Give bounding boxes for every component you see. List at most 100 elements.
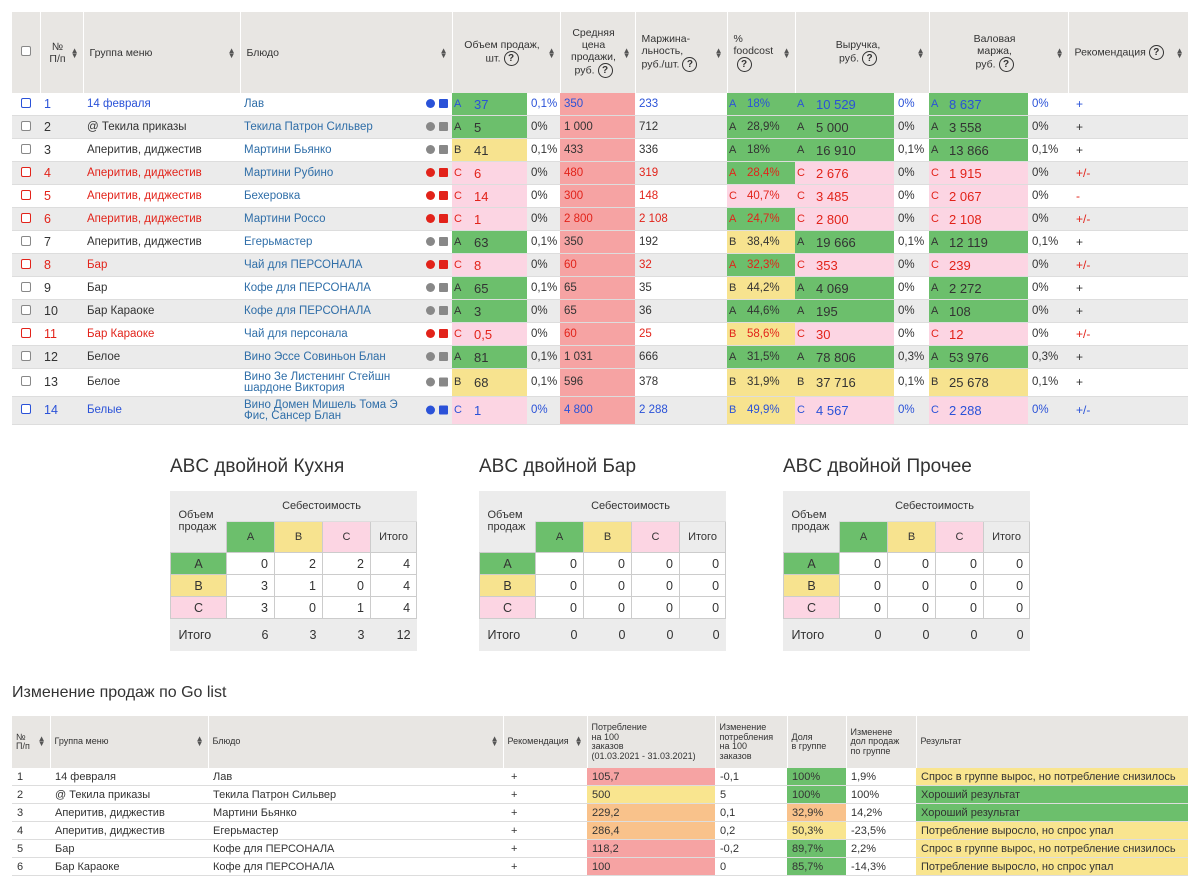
info-icon[interactable] — [426, 377, 435, 387]
chart-icon[interactable] — [439, 168, 448, 178]
column-header[interactable]: № П/п ▲ ▼ — [40, 12, 84, 93]
dish-name[interactable]: Кофе для ПЕРСОНАЛА — [244, 305, 371, 317]
checkbox[interactable] — [21, 235, 31, 246]
checkbox[interactable] — [21, 350, 31, 361]
chart-icon[interactable] — [439, 122, 448, 132]
grade: C — [929, 207, 946, 231]
info-icon[interactable] — [426, 122, 435, 132]
recommendation: + — [1068, 138, 1189, 162]
chart-icon[interactable] — [439, 283, 448, 293]
dish-name[interactable]: Мартини Бьянко — [244, 144, 332, 156]
go-cell: Мартини Бьянко — [208, 803, 503, 822]
dish-name[interactable]: Вино Эссе Совиньон Блан — [244, 351, 386, 363]
chart-icon[interactable] — [439, 237, 448, 247]
info-icon[interactable] — [426, 168, 435, 178]
matrix-header-row: Объем продаж Себестоимость — [171, 491, 417, 533]
dish-name[interactable]: Чай для персонала — [244, 328, 348, 340]
chart-icon[interactable] — [439, 191, 448, 201]
column-header[interactable]: Маржина- льность, руб./шт.? ▲ ▼ — [635, 12, 728, 93]
dish-name[interactable]: Мартини Рубино — [244, 167, 334, 179]
column-header[interactable]: Блюдо ▲ ▼ — [240, 12, 453, 93]
dish-name[interactable]: Егерьмастер — [244, 236, 313, 248]
info-icon[interactable] — [426, 405, 435, 415]
chart-icon[interactable] — [439, 260, 448, 270]
recommendation: - — [1068, 184, 1189, 208]
avg-price: 4 800 — [560, 396, 635, 425]
avg-price: 350 — [560, 93, 635, 116]
checkbox[interactable] — [20, 46, 31, 56]
dish-name[interactable]: Бехеровка — [244, 190, 301, 202]
chart-icon[interactable] — [439, 145, 448, 155]
revenue-share: 0% — [894, 276, 930, 300]
chart-icon[interactable] — [439, 214, 448, 224]
checkbox[interactable] — [21, 166, 31, 177]
column-header[interactable]: Рекомендация ▲ ▼ — [503, 716, 588, 768]
go-cell: 1 — [12, 768, 50, 786]
column-header[interactable]: % foodcost? ▲ ▼ — [727, 12, 796, 93]
info-icon[interactable] — [426, 283, 435, 293]
info-icon[interactable] — [426, 306, 435, 316]
info-icon[interactable] — [426, 260, 435, 270]
sort-icon: ▲ ▼ — [622, 46, 631, 60]
checkbox[interactable] — [21, 327, 31, 338]
checkbox[interactable] — [21, 212, 31, 223]
col-label: Итого — [678, 521, 727, 553]
checkbox[interactable] — [21, 189, 31, 200]
column-header[interactable]: Средняя цена продажи, руб.? ▲ ▼ — [560, 12, 636, 93]
row-number: 12 — [40, 345, 83, 369]
recommendation: +/- — [1068, 396, 1189, 425]
checkbox[interactable] — [21, 143, 31, 154]
checkbox[interactable] — [21, 376, 31, 386]
margin: 2 288 — [635, 396, 727, 425]
chart-icon[interactable] — [439, 405, 448, 415]
column-header[interactable]: № П/п ▲ ▼ — [12, 716, 51, 768]
dish-name[interactable]: Вино Зе Листенинг Стейшн шардоне Виктори… — [244, 370, 391, 394]
info-icon[interactable] — [426, 237, 435, 247]
recommendation: + — [1068, 276, 1189, 300]
column-header[interactable]: Потребление на 100 заказов (01.03.2021 -… — [587, 716, 716, 768]
checkbox[interactable] — [21, 97, 31, 108]
info-icon[interactable] — [426, 191, 435, 201]
column-header[interactable]: Валовая маржа, руб.? ▲ ▼ — [929, 12, 1069, 93]
dish-name[interactable]: Кофе для ПЕРСОНАЛА — [244, 282, 371, 294]
data-row: 5 Бар Кофе для ПЕРСОНАЛА +118,2 -0,2 89,7% 2,2… — [12, 839, 1188, 858]
sales-volume: 63 — [470, 230, 527, 254]
chart-icon[interactable] — [439, 377, 448, 387]
chart-icon[interactable] — [439, 306, 448, 316]
grade: A — [452, 115, 470, 139]
dish-name[interactable]: Вино Домен Мишель Тома Э Фис, Сансер Бла… — [244, 398, 398, 422]
checkbox[interactable] — [21, 404, 31, 414]
info-icon[interactable] — [426, 352, 435, 362]
column-header[interactable]: Рекомендация? ▲ ▼ — [1068, 12, 1189, 93]
header-text: Рекомендация — [507, 736, 569, 747]
checkbox[interactable] — [21, 120, 31, 131]
column-header[interactable]: Выручка, руб.? ▲ ▼ — [795, 12, 930, 93]
data-row: 7 Аперитив, диджестив Егерьмастер A 63 0,1% 35… — [12, 230, 1189, 254]
column-header[interactable]: Изменение потребления на 100 заказов — [715, 716, 788, 768]
info-icon[interactable] — [426, 329, 435, 339]
gross-margin: 8 637 — [945, 93, 1029, 116]
dish-name[interactable]: Текила Патрон Сильвер — [244, 121, 373, 133]
checkbox[interactable] — [21, 258, 31, 269]
checkbox[interactable] — [21, 281, 31, 292]
checkbox[interactable] — [21, 304, 31, 315]
avg-price: 480 — [560, 161, 635, 185]
column-header[interactable]: Изменене дол продаж по группе — [846, 716, 917, 768]
info-icon[interactable] — [426, 214, 435, 224]
info-icon[interactable] — [426, 145, 435, 155]
column-header[interactable]: Результат — [916, 716, 1189, 768]
menu-group: Бар Караоке — [83, 299, 240, 323]
dish-name[interactable]: Мартини Россо — [244, 213, 326, 225]
column-header[interactable]: Доля в группе — [787, 716, 847, 768]
chart-icon[interactable] — [439, 329, 448, 339]
info-icon[interactable] — [426, 99, 435, 109]
dish-name[interactable]: Чай для ПЕРСОНАЛА — [244, 259, 363, 271]
column-header[interactable]: Группа меню ▲ ▼ — [50, 716, 209, 768]
column-header[interactable]: Объем продаж, шт.? ▲ ▼ — [452, 12, 561, 93]
chart-icon[interactable] — [439, 99, 448, 109]
column-header[interactable]: Блюдо ▲ ▼ — [208, 716, 504, 768]
column-header[interactable]: Группа меню ▲ ▼ — [83, 12, 241, 93]
chart-icon[interactable] — [439, 352, 448, 362]
gross-margin: 2 108 — [945, 207, 1029, 231]
dish-name[interactable]: Лав — [244, 98, 265, 110]
